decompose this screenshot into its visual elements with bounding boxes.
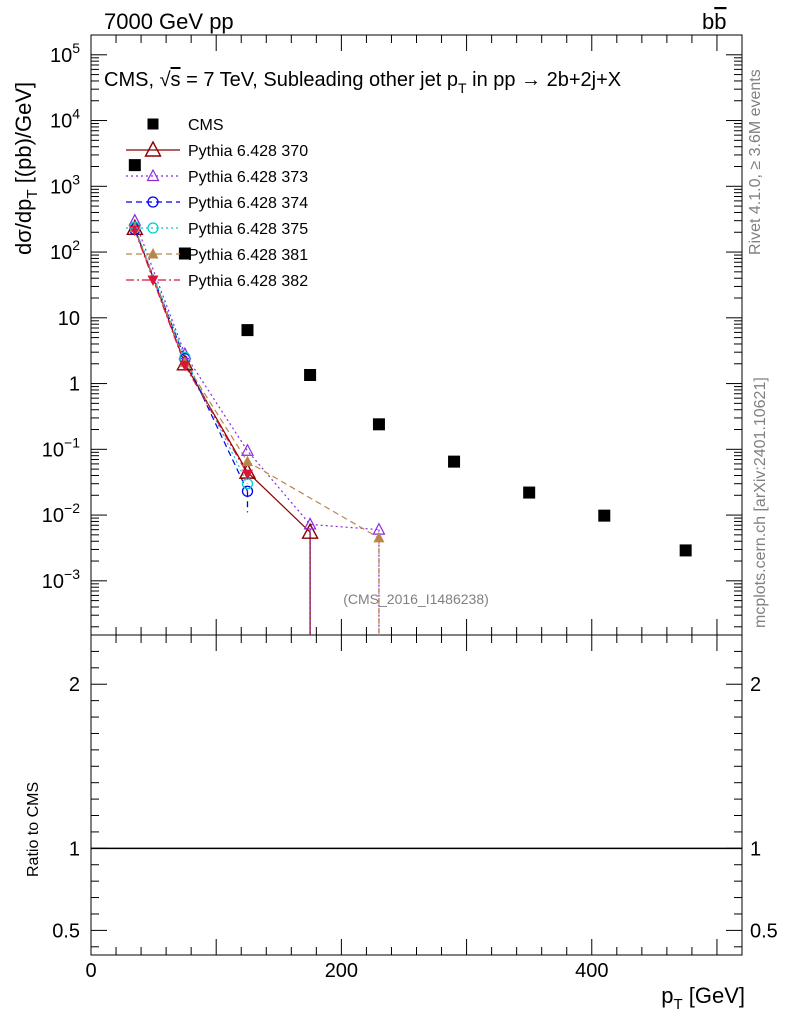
series-line (134, 227, 380, 539)
y-tick-label: 1 (69, 374, 80, 396)
data-point (147, 118, 159, 130)
analysis-reference: (CMS_2016_I1486238) (343, 591, 489, 607)
data-point (301, 522, 319, 539)
data-point (147, 196, 159, 208)
series-line (134, 220, 379, 531)
legend-label: Pythia 6.428 382 (188, 273, 308, 290)
legend-label: Pythia 6.428 381 (188, 247, 308, 264)
data-point (679, 544, 692, 557)
data-point (241, 469, 253, 481)
header-energy: 7000 GeV pp (104, 9, 234, 34)
ratio-axis-label: Ratio to CMS (25, 782, 42, 877)
ratio-tick-label-left: 2 (69, 674, 80, 696)
data-point (241, 485, 254, 497)
legend-label: Pythia 6.428 375 (188, 221, 308, 238)
ratio-tick-label-right: 1 (750, 838, 761, 860)
y-tick-label: 103 (50, 171, 80, 198)
series-markers (126, 159, 692, 557)
data-point (372, 418, 385, 431)
legend-label: Pythia 6.428 374 (188, 195, 308, 212)
x-tick-label: 400 (575, 960, 608, 982)
data-point (304, 368, 317, 381)
y-tick-label: 10−1 (42, 434, 80, 461)
y-tick-label: 10 (58, 308, 80, 330)
data-point (598, 509, 611, 522)
rivet-version-label: Rivet 4.1.0, ≥ 3.6M events (747, 69, 764, 255)
ratio-tick-labels: 0.5 0.5 1 1 2 2 (52, 674, 778, 942)
ratio-tick-label-left: 0.5 (52, 920, 80, 942)
ratio-frame (90, 634, 743, 956)
data-point (128, 159, 141, 172)
x-tick-labels: 0 200 400 (85, 960, 608, 982)
chart-title: CMS, √s = 7 TeV, Subleading other jet pT… (104, 69, 621, 96)
mcplots-label: mcplots.cern.ch [arXiv:2401.10621] (752, 377, 769, 628)
y-tick-labels: 10−3 10−2 10−1 1 10 102 103 104 105 (42, 40, 80, 593)
axis-ticks (90, 34, 743, 955)
data-point (147, 222, 159, 234)
legend-label: Pythia 6.428 373 (188, 169, 308, 186)
legend: CMS Pythia 6.428 370 Pythia 6.428 373 Pythi… (126, 117, 308, 290)
legend-label: CMS (188, 117, 224, 134)
data-point (144, 140, 162, 157)
ratio-tick-label-right: 0.5 (750, 920, 778, 942)
y-tick-label: 10−2 (42, 500, 80, 527)
data-point (241, 455, 253, 467)
data-point (448, 455, 461, 468)
y-tick-label: 104 (50, 106, 80, 133)
data-point (146, 168, 160, 182)
x-tick-label: 0 (85, 960, 96, 982)
data-point (178, 247, 191, 260)
series-line (134, 229, 249, 492)
data-point (303, 517, 317, 530)
series-error-bars (246, 491, 380, 635)
y-tick-label: 105 (50, 40, 80, 67)
series-line (134, 229, 249, 475)
ratio-tick-label-right: 2 (750, 674, 761, 696)
y-axis-label: dσ/dpT [(pb)/GeV] (11, 82, 41, 255)
x-axis-label: pT [GeV] (661, 983, 745, 1013)
data-point (373, 531, 385, 543)
data-point (179, 360, 191, 372)
header-process: bb (702, 9, 727, 34)
data-point (240, 443, 254, 456)
y-tick-label: 10−3 (42, 566, 80, 593)
data-point (147, 248, 159, 259)
series-line (134, 226, 249, 484)
data-point (147, 275, 159, 286)
data-point (241, 324, 254, 337)
legend-label: Pythia 6.428 370 (188, 143, 308, 160)
data-point (523, 486, 536, 499)
x-tick-label: 200 (325, 960, 358, 982)
y-tick-label: 102 (50, 237, 80, 264)
series-lines (134, 220, 380, 539)
ratio-tick-label-left: 1 (69, 838, 80, 860)
